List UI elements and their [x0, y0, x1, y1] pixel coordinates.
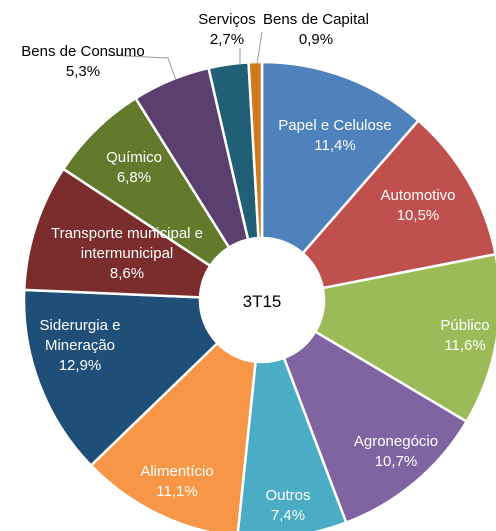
- value-label: 7,4%: [270, 507, 306, 524]
- slice: [236, 356, 348, 531]
- slice-label: Siderurgia e Mineração 12,9%: [20, 316, 140, 376]
- category-label: Papel e Celulose: [278, 117, 392, 134]
- value-label: 10,7%: [374, 453, 418, 470]
- value-label: 0,9%: [298, 31, 334, 48]
- category-label: Bens de Consumo: [21, 43, 145, 60]
- category-label: Serviços: [198, 11, 256, 28]
- slice-label: Automotivo 10,5%: [358, 186, 478, 226]
- value-label: 11,1%: [156, 483, 198, 500]
- slice-label: Bens de Capital 0,9%: [256, 10, 376, 50]
- slice: [22, 167, 212, 299]
- value-label: 11,6%: [444, 337, 486, 354]
- value-label: 2,7%: [209, 31, 245, 48]
- value-label: 11,4%: [314, 137, 356, 154]
- slice-label: Público 11,6%: [425, 316, 496, 356]
- category-label: Transporte municipal e intermunicipal: [50, 225, 203, 262]
- category-label: Automotivo: [380, 187, 456, 204]
- slice: [22, 288, 220, 468]
- slice-label: Outros 7,4%: [248, 486, 328, 526]
- leader-line: [107, 54, 177, 81]
- category-label: Alimentício: [140, 463, 214, 480]
- category-label: Químico: [106, 149, 162, 166]
- center-label: 3T15: [242, 292, 282, 311]
- category-label: Público: [440, 317, 490, 334]
- category-label: Agronegócio: [353, 433, 439, 450]
- slice-label: Alimentício 11,1%: [117, 462, 237, 502]
- slice: [282, 329, 469, 525]
- slice: [89, 341, 257, 531]
- slice-label: Transporte municipal e intermunicipal 8,6…: [32, 224, 222, 284]
- slice-label: Bens de Consumo 5,3%: [3, 42, 163, 82]
- value-label: 5,3%: [65, 63, 101, 80]
- category-label: Siderurgia e Mineração: [39, 317, 121, 354]
- leader-line: [256, 31, 263, 65]
- slice-label: Agronegócio 10,7%: [336, 432, 456, 472]
- category-label: Bens de Capital: [263, 11, 369, 28]
- slice-label: Serviços 2,7%: [187, 10, 267, 50]
- slice: [300, 118, 496, 290]
- category-label: Outros: [265, 487, 311, 504]
- slice: [313, 252, 496, 424]
- slice-label: Químico 6,8%: [89, 148, 179, 188]
- value-label: 12,9%: [58, 357, 102, 374]
- slice: [247, 60, 264, 240]
- slice: [260, 60, 421, 256]
- value-label: 6,8%: [116, 169, 152, 186]
- value-label: 10,5%: [396, 207, 440, 224]
- value-label: 8,6%: [109, 265, 145, 282]
- slice-label: Papel e Celulose 11,4%: [260, 116, 410, 156]
